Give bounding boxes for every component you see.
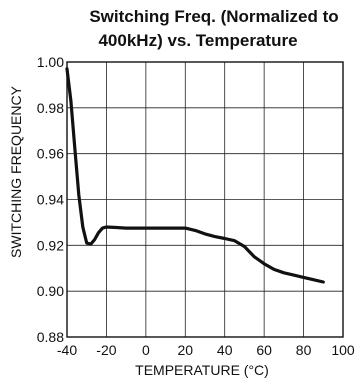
y-tick-label: 0.96 xyxy=(37,146,64,162)
x-tick-label: 80 xyxy=(296,342,312,358)
x-tick-label: -40 xyxy=(57,342,77,358)
y-tick-label: 0.98 xyxy=(37,100,64,116)
series-line xyxy=(65,67,325,284)
y-tick-label: 0.90 xyxy=(37,283,64,299)
chart-title-line-1: Switching Freq. (Normalized to xyxy=(89,7,338,26)
x-tick-label: 100 xyxy=(331,342,355,358)
y-tick-label: 1.00 xyxy=(37,54,64,70)
x-tick-label: 0 xyxy=(142,342,150,358)
y-axis-label: SWITCHING FREQUENCY xyxy=(8,85,24,258)
y-tick-label: 0.92 xyxy=(37,237,64,253)
x-tick-label: -20 xyxy=(96,342,116,358)
y-tick-label: 0.88 xyxy=(37,329,64,345)
x-tick-labels: -40 -20 0 20 40 60 80 100 xyxy=(57,342,355,358)
grid-lines xyxy=(66,61,344,338)
x-tick-label: 40 xyxy=(217,342,233,358)
x-tick-label: 60 xyxy=(256,342,272,358)
y-tick-label: 0.94 xyxy=(37,192,64,208)
plot-frame xyxy=(66,61,344,338)
x-tick-label: 20 xyxy=(177,342,193,358)
x-axis-label: TEMPERATURE (°C) xyxy=(135,362,269,378)
chart-title-line-2: 400kHz) vs. Temperature xyxy=(98,31,297,50)
y-tick-labels: 1.00 0.98 0.96 0.94 0.92 0.90 0.88 xyxy=(37,54,64,345)
